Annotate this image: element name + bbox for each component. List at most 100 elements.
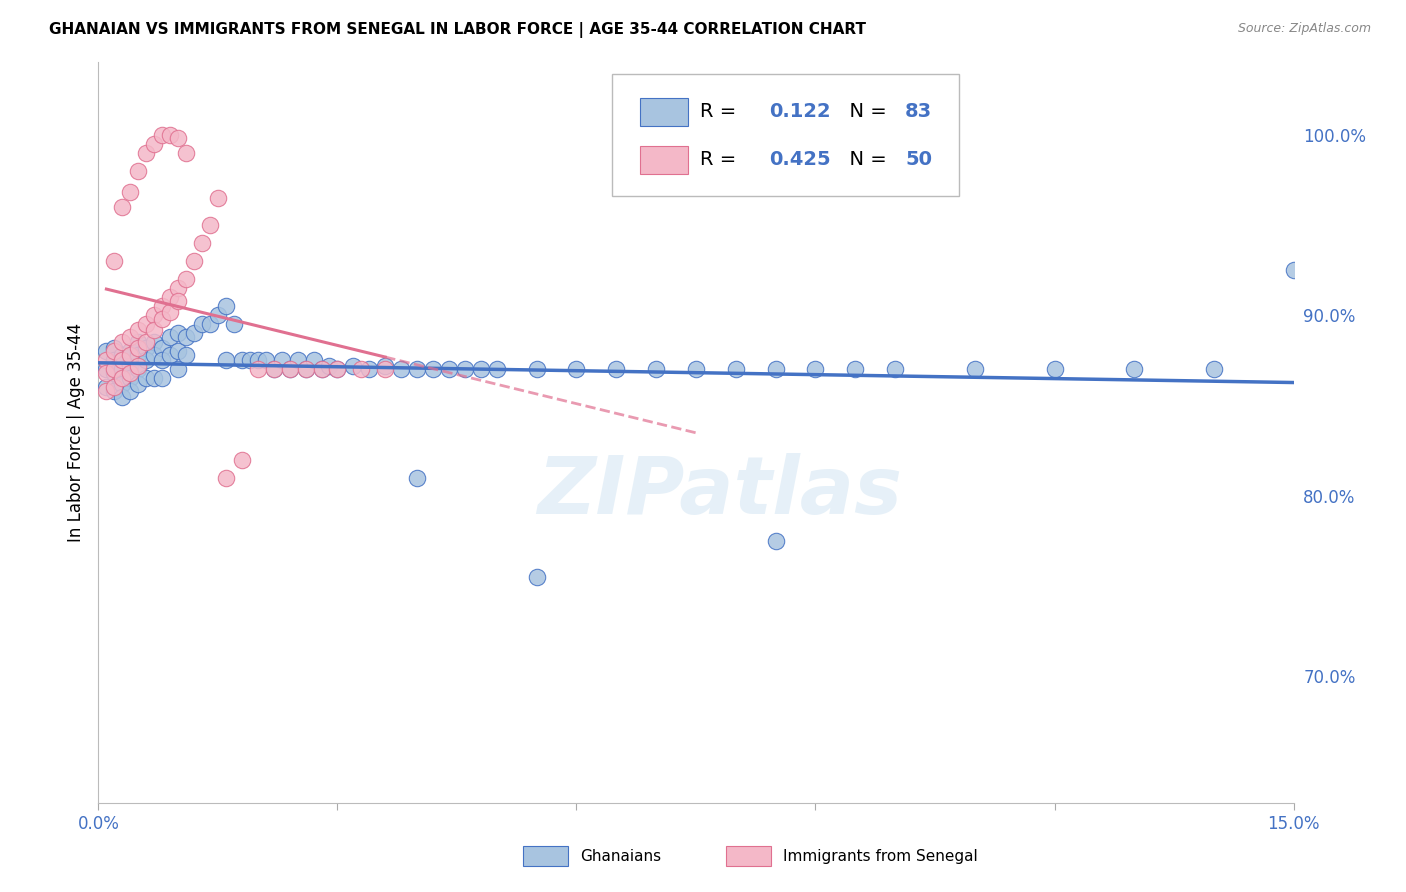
Text: N =: N =	[837, 103, 893, 121]
Point	[470, 362, 492, 376]
Point	[103, 344, 125, 359]
Point	[103, 341, 125, 355]
Point	[150, 341, 173, 355]
Point	[103, 353, 125, 368]
Bar	[640, 97, 688, 126]
Point	[103, 366, 125, 380]
Point	[605, 362, 627, 376]
Text: Immigrants from Senegal: Immigrants from Senegal	[783, 848, 979, 863]
Point	[135, 318, 157, 332]
Point	[167, 293, 190, 308]
Point	[120, 186, 142, 200]
Point	[96, 380, 118, 394]
Point	[263, 362, 285, 376]
Point	[359, 362, 381, 376]
Point	[135, 353, 157, 368]
Point	[127, 163, 149, 178]
Point	[135, 341, 157, 355]
FancyBboxPatch shape	[613, 73, 959, 195]
Text: ZIPatlas: ZIPatlas	[537, 453, 903, 531]
Text: R =: R =	[700, 103, 748, 121]
Point	[263, 362, 285, 376]
Point	[143, 308, 166, 322]
Bar	[640, 145, 688, 174]
Text: N =: N =	[837, 151, 893, 169]
Point	[167, 326, 190, 341]
Point	[111, 362, 134, 376]
Point	[150, 371, 173, 385]
Point	[254, 353, 277, 368]
Point	[167, 281, 190, 295]
Point	[127, 362, 149, 376]
Point	[120, 359, 142, 373]
Point	[374, 359, 396, 373]
Point	[526, 570, 548, 584]
Point	[485, 362, 508, 376]
Point	[174, 348, 197, 362]
Point	[685, 362, 707, 376]
Point	[111, 376, 134, 391]
Point	[167, 344, 190, 359]
Point	[111, 335, 134, 350]
Point	[96, 353, 118, 368]
Point	[143, 136, 166, 151]
Text: GHANAIAN VS IMMIGRANTS FROM SENEGAL IN LABOR FORCE | AGE 35-44 CORRELATION CHART: GHANAIAN VS IMMIGRANTS FROM SENEGAL IN L…	[49, 22, 866, 38]
Point	[294, 362, 316, 376]
Point	[143, 323, 166, 337]
Point	[159, 290, 181, 304]
Point	[231, 353, 253, 368]
Point	[246, 353, 269, 368]
Point	[183, 326, 205, 341]
Point	[884, 362, 907, 376]
Point	[765, 533, 787, 548]
Point	[120, 348, 142, 362]
Point	[198, 318, 221, 332]
Point	[120, 371, 142, 385]
Point	[174, 145, 197, 160]
Point	[167, 362, 190, 376]
Point	[103, 254, 125, 268]
Point	[103, 362, 125, 376]
Point	[294, 362, 316, 376]
Point	[207, 308, 229, 322]
Bar	[523, 846, 568, 866]
Text: Source: ZipAtlas.com: Source: ZipAtlas.com	[1237, 22, 1371, 36]
Point	[159, 304, 181, 318]
Point	[103, 380, 125, 394]
Text: 83: 83	[905, 103, 932, 121]
Point	[326, 362, 349, 376]
Point	[565, 362, 588, 376]
Point	[191, 235, 214, 250]
Y-axis label: In Labor Force | Age 35-44: In Labor Force | Age 35-44	[66, 323, 84, 542]
Point	[96, 366, 118, 380]
Point	[207, 191, 229, 205]
Point	[406, 471, 429, 485]
Point	[215, 299, 238, 313]
Point	[159, 128, 181, 142]
Point	[278, 362, 301, 376]
Text: 50: 50	[905, 151, 932, 169]
Point	[311, 362, 333, 376]
Point	[231, 452, 253, 467]
Text: 0.122: 0.122	[769, 103, 831, 121]
Text: 0.425: 0.425	[769, 151, 831, 169]
Point	[215, 353, 238, 368]
Bar	[725, 846, 772, 866]
Point	[1043, 362, 1066, 376]
Point	[127, 341, 149, 355]
Point	[150, 311, 173, 326]
Point	[422, 362, 444, 376]
Point	[326, 362, 349, 376]
Point	[127, 348, 149, 362]
Point	[135, 145, 157, 160]
Point	[120, 330, 142, 344]
Text: Ghanaians: Ghanaians	[581, 848, 661, 863]
Point	[724, 362, 747, 376]
Point	[103, 384, 125, 398]
Point	[1202, 362, 1225, 376]
Point	[120, 366, 142, 380]
Point	[111, 348, 134, 362]
Point	[526, 362, 548, 376]
Point	[963, 362, 986, 376]
Point	[135, 335, 157, 350]
